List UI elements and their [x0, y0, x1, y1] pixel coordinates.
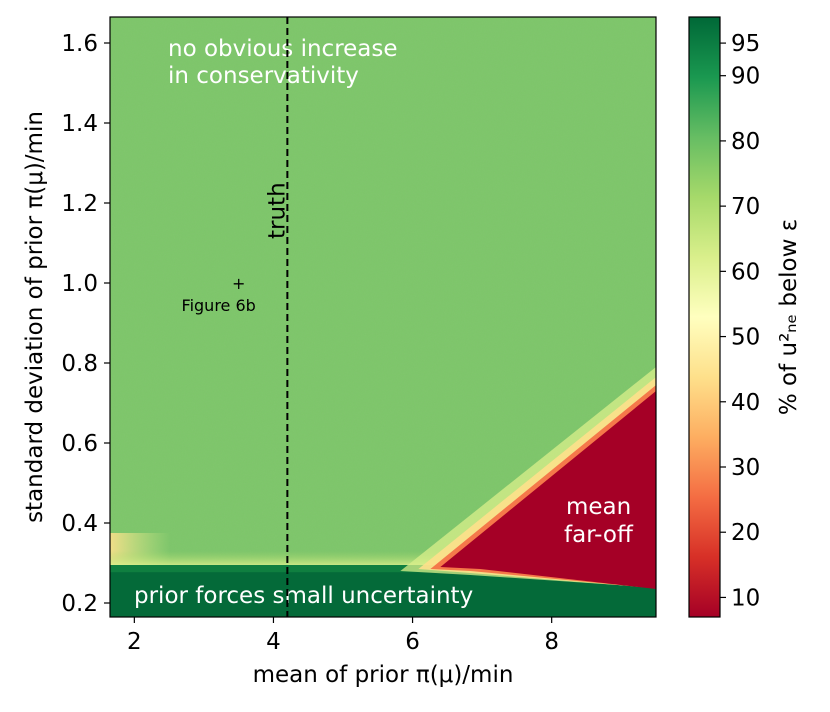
colorbar-tick-label: 60 [731, 259, 760, 285]
figure-marker-label: Figure 6b [182, 296, 256, 315]
colorbar-tick-label: 10 [731, 585, 760, 611]
annotations: no obvious increase in conservativity pr… [134, 36, 634, 609]
colorbar-tick-label: 70 [731, 194, 760, 220]
x-tick-label: 4 [266, 629, 281, 655]
y-tick-label: 0.6 [61, 431, 98, 457]
colorbar-tick-label: 20 [731, 520, 760, 546]
y-tick-label: 1.2 [61, 191, 98, 217]
figure-marker: + [232, 274, 245, 293]
y-tick-label: 1.0 [61, 271, 98, 297]
colorbar-tick-label: 80 [731, 129, 760, 155]
colorbar-ticks: 10 20 30 40 50 60 70 80 90 95 [720, 31, 760, 611]
x-tick-label: 2 [127, 629, 142, 655]
annotation-prior-forces: prior forces small uncertainty [134, 583, 473, 609]
truth-line-group: truth [264, 17, 290, 617]
x-axis: 2 4 6 8 [127, 617, 559, 655]
annotation-far-off: far-off [564, 522, 634, 548]
y-tick-label: 0.4 [61, 511, 98, 537]
colorbar-tick-label: 40 [731, 390, 760, 416]
colorbar-tick-label: 95 [731, 31, 760, 57]
y-tick-label: 1.6 [61, 31, 98, 57]
colorbar-label: % of u²ₙₑ below ε [776, 219, 802, 415]
colorbar-tick-label: 50 [731, 325, 760, 351]
annotation-in-conservativity: in conservativity [168, 63, 359, 89]
y-tick-label: 0.8 [61, 351, 98, 377]
heatmap [110, 17, 656, 617]
annotation-mean: mean [566, 494, 631, 520]
truth-label: truth [264, 182, 290, 239]
x-tick-label: 8 [544, 629, 559, 655]
y-axis: 0.2 0.4 0.6 0.8 1.0 1.2 1.4 1.6 [61, 31, 110, 617]
colorbar-tick-label: 90 [731, 64, 760, 90]
colorbar-frame [688, 16, 721, 618]
colorbar [689, 17, 720, 617]
colorbar-tick-label: 30 [731, 455, 760, 481]
annotation-no-obvious-increase: no obvious increase [168, 36, 398, 62]
x-axis-label: mean of prior π(μ)/min [253, 662, 514, 688]
y-tick-label: 0.2 [61, 591, 98, 617]
y-axis-label: standard deviation of prior π(μ)/min [22, 111, 48, 523]
y-tick-label: 1.4 [61, 111, 98, 137]
plot-frame [109, 16, 657, 618]
figure-marker-group: + Figure 6b [182, 274, 256, 315]
region-wedge-core [440, 391, 656, 589]
x-tick-label: 6 [405, 629, 420, 655]
